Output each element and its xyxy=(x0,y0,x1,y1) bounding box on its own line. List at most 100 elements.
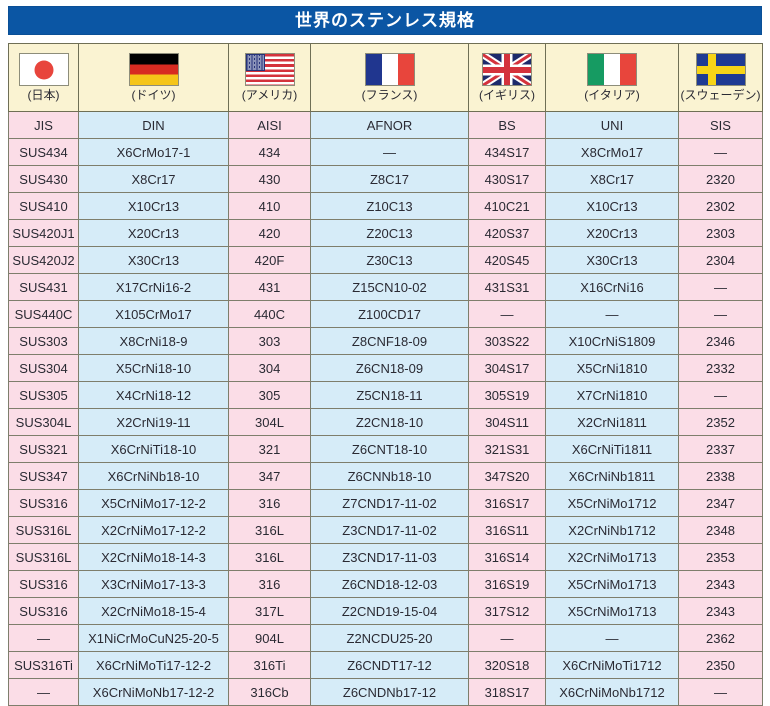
table-cell: 431S31 xyxy=(468,273,546,301)
table-row: SUS316 X2CrNiMo18-15-4 317L Z2CND19-15-04 31… xyxy=(8,597,763,625)
table-cell: — xyxy=(8,624,79,652)
table-cell: 347 xyxy=(228,462,311,490)
standard-header-uni: UNI xyxy=(545,111,679,139)
table-cell: 2347 xyxy=(678,489,763,517)
table-cell: SUS316L xyxy=(8,543,79,571)
table-cell: X6CrNiTi18-10 xyxy=(78,435,229,463)
table-cell: 316 xyxy=(228,570,311,598)
de-flag-icon xyxy=(128,53,179,87)
table-cell: 321 xyxy=(228,435,311,463)
fr-flag-icon xyxy=(364,53,415,87)
table-cell: X6CrNiNb18-10 xyxy=(78,462,229,490)
table-cell: 317S12 xyxy=(468,597,546,625)
table-cell: SUS304L xyxy=(8,408,79,436)
standard-header-jis: JIS xyxy=(8,111,79,139)
table-cell: Z2NCDU25-20 xyxy=(310,624,469,652)
table-cell: Z3CND17-11-02 xyxy=(310,516,469,544)
table-cell: 430 xyxy=(228,165,311,193)
table-cell: 420S45 xyxy=(468,246,546,274)
table-cell: 2303 xyxy=(678,219,763,247)
jp-flag-icon xyxy=(18,53,69,87)
table-row: SUS321 X6CrNiTi18-10 321 Z6CNT18-10 321S31 X6… xyxy=(8,435,763,463)
table-cell: Z8CNF18-09 xyxy=(310,327,469,355)
country-flag-header-row: (日本) (ドイツ) (アメリカ) xyxy=(8,43,763,112)
table-cell: SUS316 xyxy=(8,489,79,517)
country-header-gb: (イギリス) xyxy=(468,43,546,112)
table-cell: SUS420J2 xyxy=(8,246,79,274)
table-cell: SUS305 xyxy=(8,381,79,409)
table-cell: 434S17 xyxy=(468,138,546,166)
table-cell: X20Cr13 xyxy=(545,219,679,247)
table-cell: SUS316 xyxy=(8,570,79,598)
table-row: SUS305 X4CrNi18-12 305 Z5CN18-11 305S19 X7CrN… xyxy=(8,381,763,409)
table-cell: — xyxy=(8,678,79,706)
table-cell: Z6CNNb18-10 xyxy=(310,462,469,490)
table-cell: X30Cr13 xyxy=(78,246,229,274)
table-cell: Z7CND17-11-02 xyxy=(310,489,469,517)
table-row: SUS410 X10Cr13 410 Z10C13 410C21 X10Cr13 2302 xyxy=(8,192,763,220)
table-cell: 316Ti xyxy=(228,651,311,679)
country-label-gb: (イギリス) xyxy=(479,88,535,103)
country-label-us: (アメリカ) xyxy=(241,88,298,103)
gb-flag-icon xyxy=(482,53,532,87)
table-cell: SUS347 xyxy=(8,462,79,490)
table-cell: 2350 xyxy=(678,651,763,679)
table-cell: 420S37 xyxy=(468,219,546,247)
table-cell: 2346 xyxy=(678,327,763,355)
table-cell: 420 xyxy=(228,219,311,247)
table-cell: 316S19 xyxy=(468,570,546,598)
table-cell: 318S17 xyxy=(468,678,546,706)
table-cell: X5CrNiMo1713 xyxy=(545,570,679,598)
country-label-de: (ドイツ) xyxy=(131,88,176,103)
standards-table-body: SUS434 X6CrMo17-1 434—434S17 X8CrMo17— SUS43… xyxy=(8,138,763,706)
table-cell: SUS420J1 xyxy=(8,219,79,247)
table-cell: X2CrNiMo1713 xyxy=(545,543,679,571)
country-label-jp: (日本) xyxy=(27,88,60,103)
table-cell: 316 xyxy=(228,489,311,517)
table-cell: X6CrNiMoNb1712 xyxy=(545,678,679,706)
table-cell: X8Cr17 xyxy=(545,165,679,193)
standard-header-bs: BS xyxy=(468,111,546,139)
table-cell: — xyxy=(678,138,763,166)
table-row: SUS316L X2CrNiMo17-12-2 316L Z3CND17-11-02 3… xyxy=(8,516,763,544)
table-cell: X6CrNiNb1811 xyxy=(545,462,679,490)
table-cell: 410C21 xyxy=(468,192,546,220)
page-title-bar: 世界のステンレス規格 xyxy=(8,6,762,35)
table-cell: X8CrMo17 xyxy=(545,138,679,166)
table-cell: X6CrNiMoTi1712 xyxy=(545,651,679,679)
table-cell: Z15CN10-02 xyxy=(310,273,469,301)
table-cell: X6CrMo17-1 xyxy=(78,138,229,166)
table-cell: X5CrNiMo1713 xyxy=(545,597,679,625)
table-cell: — xyxy=(545,300,679,328)
table-cell: 321S31 xyxy=(468,435,546,463)
table-cell: — xyxy=(678,381,763,409)
table-cell: X6CrNiMoTi17-12-2 xyxy=(78,651,229,679)
table-cell: SUS321 xyxy=(8,435,79,463)
table-cell: 316L xyxy=(228,516,311,544)
table-cell: — xyxy=(678,678,763,706)
table-row: SUS316Ti X6CrNiMoTi17-12-2 316Ti Z6CNDT17-1… xyxy=(8,651,763,679)
table-cell: X17CrNi16-2 xyxy=(78,273,229,301)
country-header-se: (スウェーデン) xyxy=(678,43,763,112)
table-cell: — xyxy=(468,300,546,328)
table-cell: 2362 xyxy=(678,624,763,652)
table-cell: Z5CN18-11 xyxy=(310,381,469,409)
table-cell: X4CrNi18-12 xyxy=(78,381,229,409)
table-cell: X10CrNiS1809 xyxy=(545,327,679,355)
table-row: SUS434 X6CrMo17-1 434—434S17 X8CrMo17— xyxy=(8,138,763,166)
table-row: — X6CrNiMoNb17-12-2 316Cb Z6CNDNb17-12 318S1… xyxy=(8,678,763,706)
table-row: SUS430 X8Cr17 430 Z8C17 430S17 X8Cr17 2320 xyxy=(8,165,763,193)
table-cell: X2CrNi1811 xyxy=(545,408,679,436)
table-cell: 2353 xyxy=(678,543,763,571)
se-flag-icon xyxy=(695,53,746,87)
table-cell: Z6CND18-12-03 xyxy=(310,570,469,598)
table-cell: SUS304 xyxy=(8,354,79,382)
table-cell: X8Cr17 xyxy=(78,165,229,193)
table-row: SUS304 X5CrNi18-10 304 Z6CN18-09 304S17 X5CrN… xyxy=(8,354,763,382)
table-cell: X2CrNiMo18-15-4 xyxy=(78,597,229,625)
table-cell: X6CrNiMoNb17-12-2 xyxy=(78,678,229,706)
table-cell: X20Cr13 xyxy=(78,219,229,247)
country-header-fr: (フランス) xyxy=(310,43,469,112)
table-cell: SUS431 xyxy=(8,273,79,301)
table-cell: 420F xyxy=(228,246,311,274)
